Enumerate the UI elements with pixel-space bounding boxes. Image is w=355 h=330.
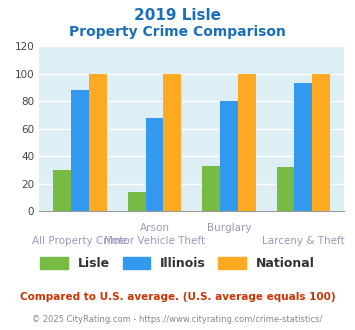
Text: Burglary: Burglary (207, 223, 251, 233)
Bar (163, 74, 181, 211)
Text: Compared to U.S. average. (U.S. average equals 100): Compared to U.S. average. (U.S. average … (20, 292, 335, 302)
Text: Arson: Arson (140, 223, 169, 233)
Bar (294, 83, 312, 211)
Bar (128, 192, 146, 211)
Text: All Property Crime: All Property Crime (32, 236, 127, 246)
Bar (238, 74, 256, 211)
Bar (277, 167, 294, 211)
Bar (53, 170, 71, 211)
Text: 2019 Lisle: 2019 Lisle (134, 8, 221, 23)
Bar (89, 74, 107, 211)
Text: Property Crime Comparison: Property Crime Comparison (69, 25, 286, 39)
Bar (312, 74, 330, 211)
Text: Motor Vehicle Theft: Motor Vehicle Theft (104, 236, 205, 246)
Bar (202, 166, 220, 211)
Bar (220, 101, 238, 211)
Text: Larceny & Theft: Larceny & Theft (262, 236, 345, 246)
Text: © 2025 CityRating.com - https://www.cityrating.com/crime-statistics/: © 2025 CityRating.com - https://www.city… (32, 315, 323, 324)
Bar (146, 118, 163, 211)
Bar (71, 90, 89, 211)
Legend: Lisle, Illinois, National: Lisle, Illinois, National (36, 252, 320, 275)
